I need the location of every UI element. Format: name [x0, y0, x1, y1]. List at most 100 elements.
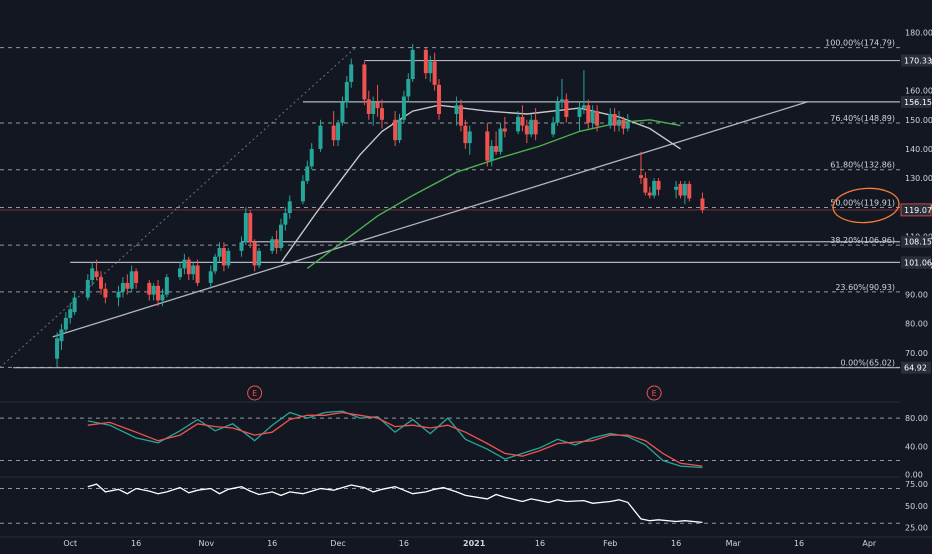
- candle[interactable]: [643, 172, 648, 196]
- candle[interactable]: [182, 253, 187, 275]
- candle[interactable]: [72, 291, 77, 315]
- candle[interactable]: [379, 99, 384, 129]
- candle[interactable]: [375, 84, 380, 117]
- candle[interactable]: [85, 274, 90, 301]
- candle[interactable]: [423, 46, 428, 80]
- candle[interactable]: [656, 178, 661, 196]
- candle[interactable]: [129, 265, 134, 292]
- candle[interactable]: [278, 218, 283, 251]
- candle[interactable]: [494, 131, 499, 155]
- candle[interactable]: [283, 207, 288, 231]
- candle[interactable]: [432, 52, 437, 91]
- candle[interactable]: [564, 93, 569, 123]
- candle[interactable]: [529, 113, 534, 138]
- candle[interactable]: [687, 180, 692, 202]
- candle[interactable]: [393, 111, 398, 147]
- candle[interactable]: [371, 96, 376, 126]
- candle[interactable]: [208, 265, 213, 289]
- candle[interactable]: [349, 58, 354, 88]
- candle[interactable]: [467, 125, 472, 155]
- candle[interactable]: [195, 259, 200, 286]
- candle[interactable]: [239, 236, 244, 257]
- candle[interactable]: [366, 90, 371, 120]
- candle[interactable]: [147, 280, 152, 301]
- candle[interactable]: [652, 178, 657, 199]
- candle[interactable]: [700, 192, 705, 214]
- candle[interactable]: [595, 105, 600, 132]
- candle[interactable]: [638, 151, 643, 184]
- candle[interactable]: [559, 79, 564, 109]
- candle[interactable]: [134, 268, 139, 289]
- candle[interactable]: [397, 113, 402, 144]
- candle[interactable]: [63, 312, 68, 333]
- candle[interactable]: [520, 105, 525, 132]
- candle[interactable]: [186, 256, 191, 281]
- candle[interactable]: [524, 119, 529, 144]
- candle[interactable]: [586, 99, 591, 129]
- earnings-marker-icon[interactable]: [247, 385, 263, 401]
- candle[interactable]: [309, 143, 314, 170]
- candle[interactable]: [103, 282, 108, 304]
- candle[interactable]: [401, 90, 406, 123]
- candle[interactable]: [217, 242, 222, 263]
- candle[interactable]: [90, 262, 95, 286]
- candle[interactable]: [555, 96, 560, 126]
- candle[interactable]: [318, 119, 323, 152]
- candle[interactable]: [362, 61, 367, 106]
- time-axis[interactable]: Oct 16 Nov 16 Dec 16 2021 16 Feb 16 Mar 16 Apr: [0, 536, 932, 548]
- candle[interactable]: [336, 119, 341, 147]
- candle[interactable]: [331, 111, 336, 147]
- candle[interactable]: [191, 262, 196, 281]
- candle[interactable]: [151, 282, 156, 301]
- candle[interactable]: [625, 113, 630, 132]
- candle[interactable]: [682, 180, 687, 205]
- candle[interactable]: [516, 111, 521, 135]
- candle[interactable]: [98, 271, 103, 295]
- candle[interactable]: [428, 55, 433, 82]
- earnings-marker-icon[interactable]: [646, 385, 662, 401]
- candle[interactable]: [590, 105, 595, 129]
- candle[interactable]: [94, 259, 99, 281]
- oscillator-pane[interactable]: 25.00 50.00 75.00: [0, 476, 928, 533]
- candle[interactable]: [164, 274, 169, 298]
- candle[interactable]: [581, 70, 586, 114]
- candle[interactable]: [647, 186, 652, 199]
- candle[interactable]: [68, 303, 73, 324]
- candle[interactable]: [178, 262, 182, 281]
- candle[interactable]: [437, 79, 442, 120]
- candle[interactable]: [120, 277, 125, 298]
- candle[interactable]: [160, 288, 165, 307]
- candle[interactable]: [678, 180, 683, 199]
- candle[interactable]: [213, 253, 218, 275]
- candle[interactable]: [226, 247, 231, 269]
- stochastic-pane[interactable]: 0.00 40.00 80.00: [0, 401, 928, 480]
- candle[interactable]: [406, 73, 411, 103]
- candle[interactable]: [533, 108, 538, 141]
- candle[interactable]: [340, 96, 345, 126]
- candle[interactable]: [248, 210, 253, 248]
- candle[interactable]: [125, 274, 130, 295]
- candle[interactable]: [577, 102, 582, 132]
- candle[interactable]: [344, 76, 349, 109]
- candle[interactable]: [498, 122, 503, 155]
- candle[interactable]: [257, 247, 262, 269]
- candle[interactable]: [410, 44, 415, 82]
- candle[interactable]: [489, 140, 494, 167]
- candle[interactable]: [156, 280, 161, 307]
- candle[interactable]: [454, 96, 459, 126]
- candle[interactable]: [55, 332, 60, 368]
- candle[interactable]: [502, 116, 507, 138]
- candle[interactable]: [485, 122, 490, 167]
- candle[interactable]: [221, 242, 226, 272]
- candle[interactable]: [116, 285, 121, 307]
- candle[interactable]: [463, 119, 468, 149]
- candle[interactable]: [608, 108, 613, 129]
- candle[interactable]: [621, 116, 626, 135]
- candle[interactable]: [243, 207, 248, 246]
- candle[interactable]: [252, 239, 257, 272]
- candle[interactable]: [674, 180, 679, 199]
- candle[interactable]: [617, 111, 622, 132]
- candle[interactable]: [458, 99, 463, 132]
- candle[interactable]: [287, 195, 292, 219]
